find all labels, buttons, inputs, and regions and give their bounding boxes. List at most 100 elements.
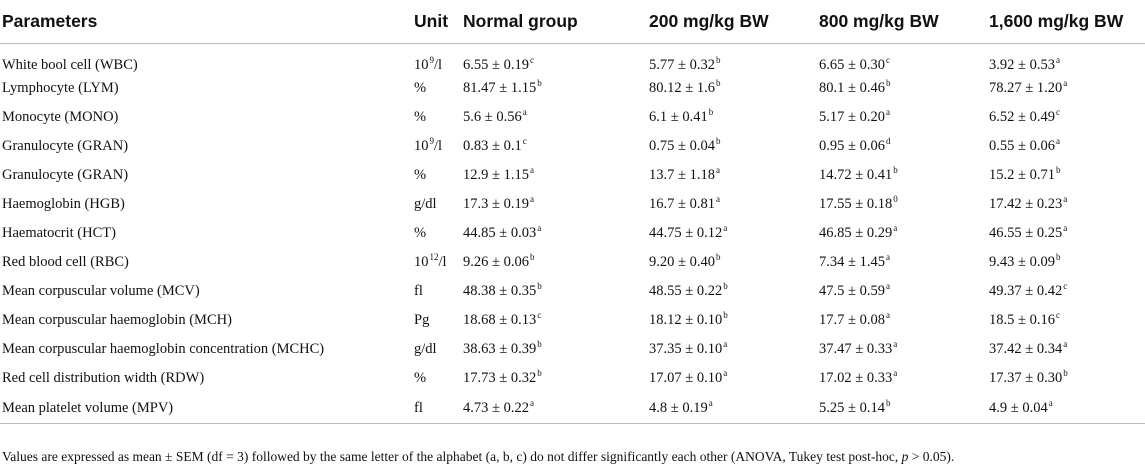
- significance-letter: a: [1063, 194, 1068, 204]
- mean-sem-value: 44.85 ± 0.03: [463, 225, 537, 241]
- parameter-cell: Mean platelet volume (MPV): [0, 393, 412, 424]
- table-row: Haemoglobin (HGB) g/dl 17.3 ± 0.19a 16.7 ± …: [0, 190, 1145, 219]
- mean-sem-value: 17.42 ± 0.23: [989, 196, 1063, 212]
- significance-letter: b: [715, 78, 721, 88]
- unit-cell: %: [412, 219, 461, 248]
- significance-letter: b: [529, 252, 535, 262]
- significance-letter: a: [893, 223, 898, 233]
- value-cell: 18.5 ± 0.16c: [987, 306, 1145, 335]
- table-row: White bool cell (WBC) 109/l 6.55 ± 0.19c 5.…: [0, 44, 1145, 75]
- mean-sem-value: 46.55 ± 0.25: [989, 225, 1063, 241]
- value-cell: 44.75 ± 0.12a: [647, 219, 817, 248]
- unit-base: g/dl: [414, 341, 437, 357]
- significance-letter: b: [885, 397, 891, 408]
- value-cell: 15.2 ± 0.71b: [987, 161, 1145, 190]
- significance-letter: a: [723, 223, 728, 233]
- significance-letter: b: [715, 252, 721, 262]
- mean-sem-value: 18.12 ± 0.10: [649, 312, 723, 328]
- unit-suffix: /l: [438, 254, 447, 270]
- significance-letter: a: [708, 397, 713, 408]
- mean-sem-value: 9.26 ± 0.06: [463, 254, 529, 270]
- value-cell: 78.27 ± 1.20a: [987, 74, 1145, 103]
- mean-sem-value: 81.47 ± 1.15: [463, 80, 537, 96]
- value-cell: 6.52 ± 0.49c: [987, 103, 1145, 132]
- value-cell: 17.37 ± 0.30b: [987, 364, 1145, 393]
- mean-sem-value: 6.65 ± 0.30: [819, 56, 885, 73]
- table-body: White bool cell (WBC) 109/l 6.55 ± 0.19c 5.…: [0, 44, 1145, 424]
- significance-letter: c: [529, 54, 534, 65]
- unit-cell: %: [412, 161, 461, 190]
- significance-letter: a: [537, 223, 542, 233]
- parameter-cell: Granulocyte (GRAN): [2, 167, 129, 183]
- value-cell: 80.1 ± 0.46b: [817, 74, 987, 103]
- mean-sem-value: 46.85 ± 0.29: [819, 225, 893, 241]
- value-cell: 6.1 ± 0.41b: [647, 103, 817, 132]
- value-cell: 9.20 ± 0.40b: [647, 248, 817, 277]
- value-cell: 0.75 ± 0.04b: [647, 132, 817, 161]
- table-row: Granulocyte (GRAN)% 12.9 ± 1.15a 13.7 ± 1.…: [0, 161, 1145, 190]
- value-cell: 17.02 ± 0.33a: [817, 364, 987, 393]
- significance-letter: b: [1055, 165, 1061, 175]
- header-row: Parameters Unit Normal group 200 mg/kg B…: [0, 0, 1145, 44]
- table-row: Mean platelet volume (MPV) fl 4.73 ± 0.22a…: [0, 393, 1145, 424]
- value-cell: 14.72 ± 0.41b: [817, 161, 987, 190]
- value-cell: 6.55 ± 0.19c: [461, 44, 647, 75]
- table-row: Red cell distribution width (RDW)% 17.73 …: [0, 364, 1145, 393]
- value-cell: 17.55 ± 0.180: [817, 190, 987, 219]
- mean-sem-value: 0.75 ± 0.04: [649, 138, 715, 154]
- significance-letter: a: [885, 310, 890, 320]
- significance-letter: b: [885, 78, 891, 88]
- significance-letter: c: [1063, 281, 1068, 291]
- value-cell: 48.38 ± 0.35b: [461, 277, 647, 306]
- value-cell: 3.92 ± 0.53a: [987, 44, 1145, 75]
- mean-sem-value: 14.72 ± 0.41: [819, 167, 893, 183]
- mean-sem-value: 12.9 ± 1.15: [463, 167, 529, 183]
- unit-suffix: /l: [434, 56, 443, 73]
- mean-sem-value: 17.3 ± 0.19: [463, 196, 529, 212]
- table-footnote: Values are expressed as mean ± SEM (df =…: [2, 449, 954, 465]
- value-cell: 5.25 ± 0.14b: [817, 393, 987, 424]
- value-cell: 49.37 ± 0.42c: [987, 277, 1145, 306]
- value-cell: 81.47 ± 1.15b: [461, 74, 647, 103]
- mean-sem-value: 0.55 ± 0.06: [989, 138, 1055, 154]
- unit-cell: %: [412, 74, 461, 103]
- results-table-container: Parameters Unit Normal group 200 mg/kg B…: [0, 0, 1145, 424]
- mean-sem-value: 47.5 ± 0.59: [819, 283, 885, 299]
- unit-base: %: [414, 109, 427, 125]
- mean-sem-value: 80.12 ± 1.6: [649, 80, 715, 96]
- unit-cell: 109/l: [412, 132, 461, 161]
- header-200-dose: 200 mg/kg BW: [647, 0, 817, 44]
- table-row: Mean corpuscular haemoglobin (MCH) Pg 18.6…: [0, 306, 1145, 335]
- mean-sem-value: 15.2 ± 0.71: [989, 167, 1055, 183]
- mean-sem-value: 6.52 ± 0.49: [989, 109, 1055, 125]
- value-cell: 46.55 ± 0.25a: [987, 219, 1145, 248]
- mean-sem-value: 5.17 ± 0.20: [819, 109, 885, 125]
- unit-base: 10: [414, 56, 429, 73]
- significance-letter: c: [1055, 310, 1060, 320]
- parameter-cell: Haemoglobin (HGB): [2, 196, 125, 212]
- unit-cell: g/dl: [412, 190, 461, 219]
- table-row: Mean corpuscular haemoglobin concentrati…: [0, 335, 1145, 364]
- table-row: Granulocyte (GRAN) 109/l 0.83 ± 0.1c 0.75 ±…: [0, 132, 1145, 161]
- significance-letter: b: [893, 165, 898, 175]
- significance-letter: a: [529, 397, 534, 408]
- parameter-cell: Red blood cell (RBC): [2, 254, 129, 270]
- unit-exponent: 9: [429, 54, 435, 65]
- value-cell: 44.85 ± 0.03a: [461, 219, 647, 248]
- footnote-p-symbol: p: [901, 449, 909, 464]
- significance-letter: a: [893, 339, 898, 349]
- unit-cell: Pg: [412, 306, 461, 335]
- mean-sem-value: 80.1 ± 0.46: [819, 80, 885, 96]
- unit-cell: fl: [412, 277, 461, 306]
- value-cell: 17.7 ± 0.08a: [817, 306, 987, 335]
- value-cell: 17.42 ± 0.23a: [987, 190, 1145, 219]
- mean-sem-value: 5.6 ± 0.56: [463, 109, 522, 125]
- significance-letter: b: [537, 339, 542, 349]
- table-row: Red blood cell (RBC) 1012/l 9.26 ± 0.06b 9.…: [0, 248, 1145, 277]
- mean-sem-value: 4.8 ± 0.19: [649, 399, 708, 416]
- significance-letter: c: [885, 54, 890, 65]
- significance-letter: b: [537, 78, 542, 88]
- parameter-cell: Haematocrit (HCT): [2, 225, 116, 241]
- mean-sem-value: 13.7 ± 1.18: [649, 167, 715, 183]
- mean-sem-value: 44.75 ± 0.12: [649, 225, 723, 241]
